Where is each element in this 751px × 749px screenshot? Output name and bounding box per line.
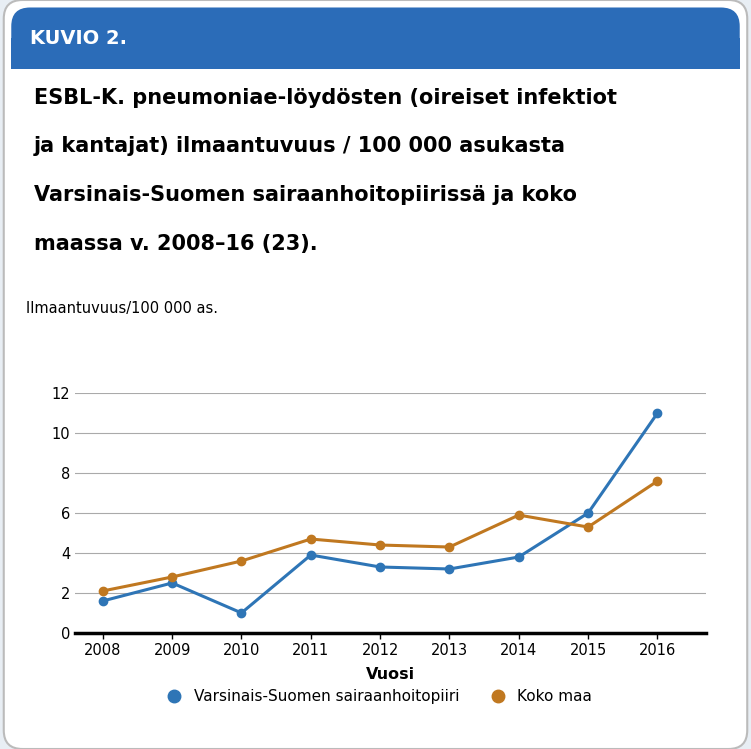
Text: maassa v. 2008–16 (23).: maassa v. 2008–16 (23). bbox=[34, 234, 318, 254]
Text: ja kantajat) ilmaantuvuus / 100 000 asukasta: ja kantajat) ilmaantuvuus / 100 000 asuk… bbox=[34, 136, 566, 157]
Text: Varsinais-Suomen sairaanhoitopiirissä ja koko: Varsinais-Suomen sairaanhoitopiirissä ja… bbox=[34, 185, 577, 205]
X-axis label: Vuosi: Vuosi bbox=[366, 667, 415, 682]
Text: KUVIO 2.: KUVIO 2. bbox=[30, 28, 127, 48]
Legend: Varsinais-Suomen sairaanhoitopiiri, Koko maa: Varsinais-Suomen sairaanhoitopiiri, Koko… bbox=[152, 683, 599, 710]
FancyBboxPatch shape bbox=[4, 0, 747, 749]
Text: Ilmaantuvuus/100 000 as.: Ilmaantuvuus/100 000 as. bbox=[26, 301, 219, 316]
Bar bbox=[11, 38, 740, 69]
FancyBboxPatch shape bbox=[11, 7, 740, 69]
Text: ESBL-K. pneumoniae-löydösten (oireiset infektiot: ESBL-K. pneumoniae-löydösten (oireiset i… bbox=[34, 88, 617, 108]
